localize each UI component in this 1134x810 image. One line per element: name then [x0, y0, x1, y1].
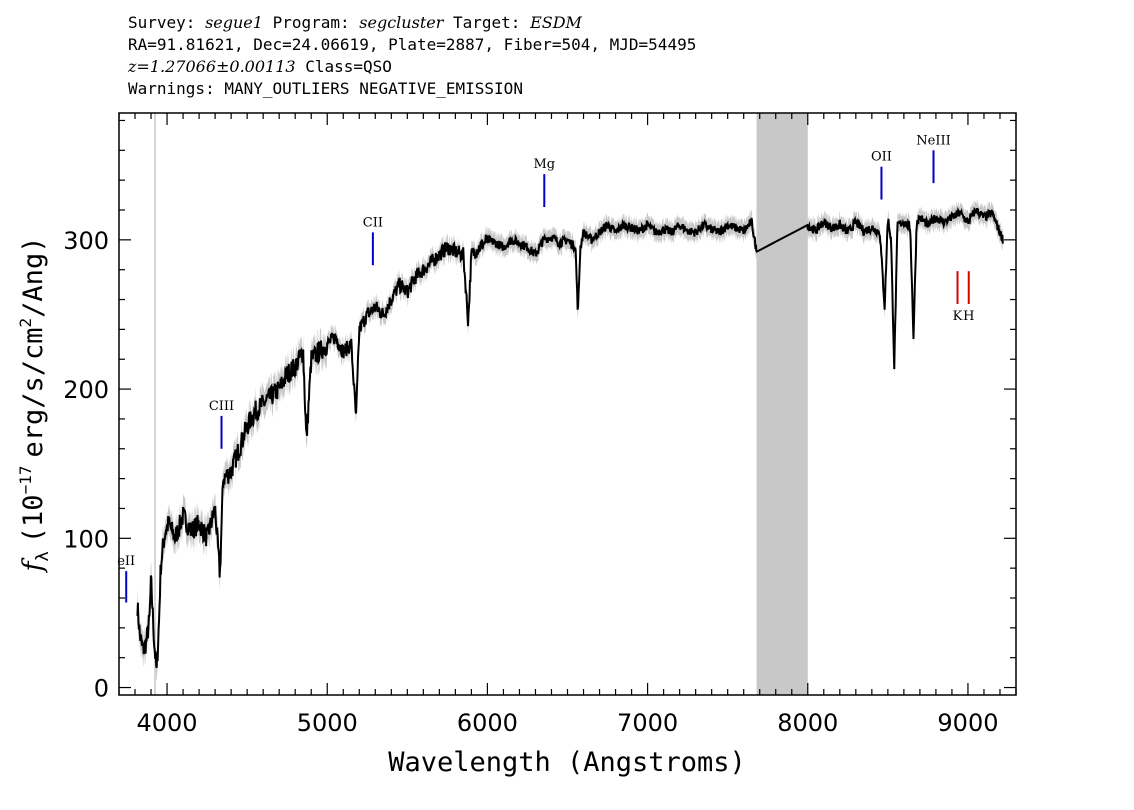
- x-tick-label-7000: 7000: [617, 709, 678, 737]
- x-axis-title: Wavelength (Angstroms): [388, 747, 746, 778]
- program-value: segcluster: [359, 13, 444, 32]
- line-label-3: Mg: [533, 157, 555, 172]
- y-axis-title: fλ(10−17erg/s/cm2/Ang): [16, 237, 53, 574]
- target-value: ESDM: [530, 13, 582, 32]
- line-label-2: CII: [363, 215, 383, 230]
- redshift-value: z=1.27066±0.00113: [128, 57, 296, 76]
- header-line-survey: Survey: segue1 Program: segcluster Targe…: [128, 12, 696, 34]
- y-axis-open: (10: [18, 494, 49, 543]
- plot-frame: [118, 112, 1017, 696]
- x-tick-label-9000: 9000: [937, 709, 998, 737]
- y-axis-exp2: 2: [16, 318, 35, 328]
- y-tick-label-200: 200: [63, 376, 109, 404]
- header-line-coordinates: RA=91.81621, Dec=24.06619, Plate=2887, F…: [128, 35, 697, 54]
- program-label: Program:: [272, 13, 350, 32]
- x-tick-label-4000: 4000: [137, 709, 198, 737]
- x-tick-label-8000: 8000: [777, 709, 838, 737]
- line-label-6: K: [953, 309, 963, 324]
- masked-region: [756, 113, 808, 695]
- class-value: Class=QSO: [305, 57, 392, 76]
- error-band: [137, 199, 1003, 682]
- x-tick-label-5000: 5000: [297, 709, 358, 737]
- spectrum-header: Survey: segue1 Program: segcluster Targe…: [128, 12, 696, 100]
- y-tick-label-100: 100: [63, 525, 109, 553]
- x-tick-label-6000: 6000: [457, 709, 518, 737]
- y-axis-exp1: −17: [16, 466, 35, 495]
- line-label-7: H: [963, 309, 974, 324]
- header-line-redshift: z=1.27066±0.00113 Class=QSO: [128, 56, 696, 78]
- line-label-4: OII: [871, 150, 892, 165]
- y-axis-mid: erg/s/cm: [18, 327, 49, 457]
- y-axis-sub: λ: [33, 551, 53, 561]
- line-label-0: eII: [117, 554, 135, 569]
- spectrum-line: [136, 206, 1004, 669]
- y-tick-label-300: 300: [63, 227, 109, 255]
- survey-label: Survey:: [128, 13, 196, 32]
- line-label-1: CIII: [209, 399, 234, 414]
- survey-value: segue1: [205, 13, 263, 32]
- y-axis-close: /Ang): [18, 237, 49, 318]
- y-tick-label-0: 0: [94, 675, 109, 703]
- header-line-warnings: Warnings: MANY_OUTLIERS NEGATIVE_EMISSIO…: [128, 79, 523, 98]
- target-label: Target:: [453, 13, 521, 32]
- line-label-5: NeIII: [916, 133, 950, 148]
